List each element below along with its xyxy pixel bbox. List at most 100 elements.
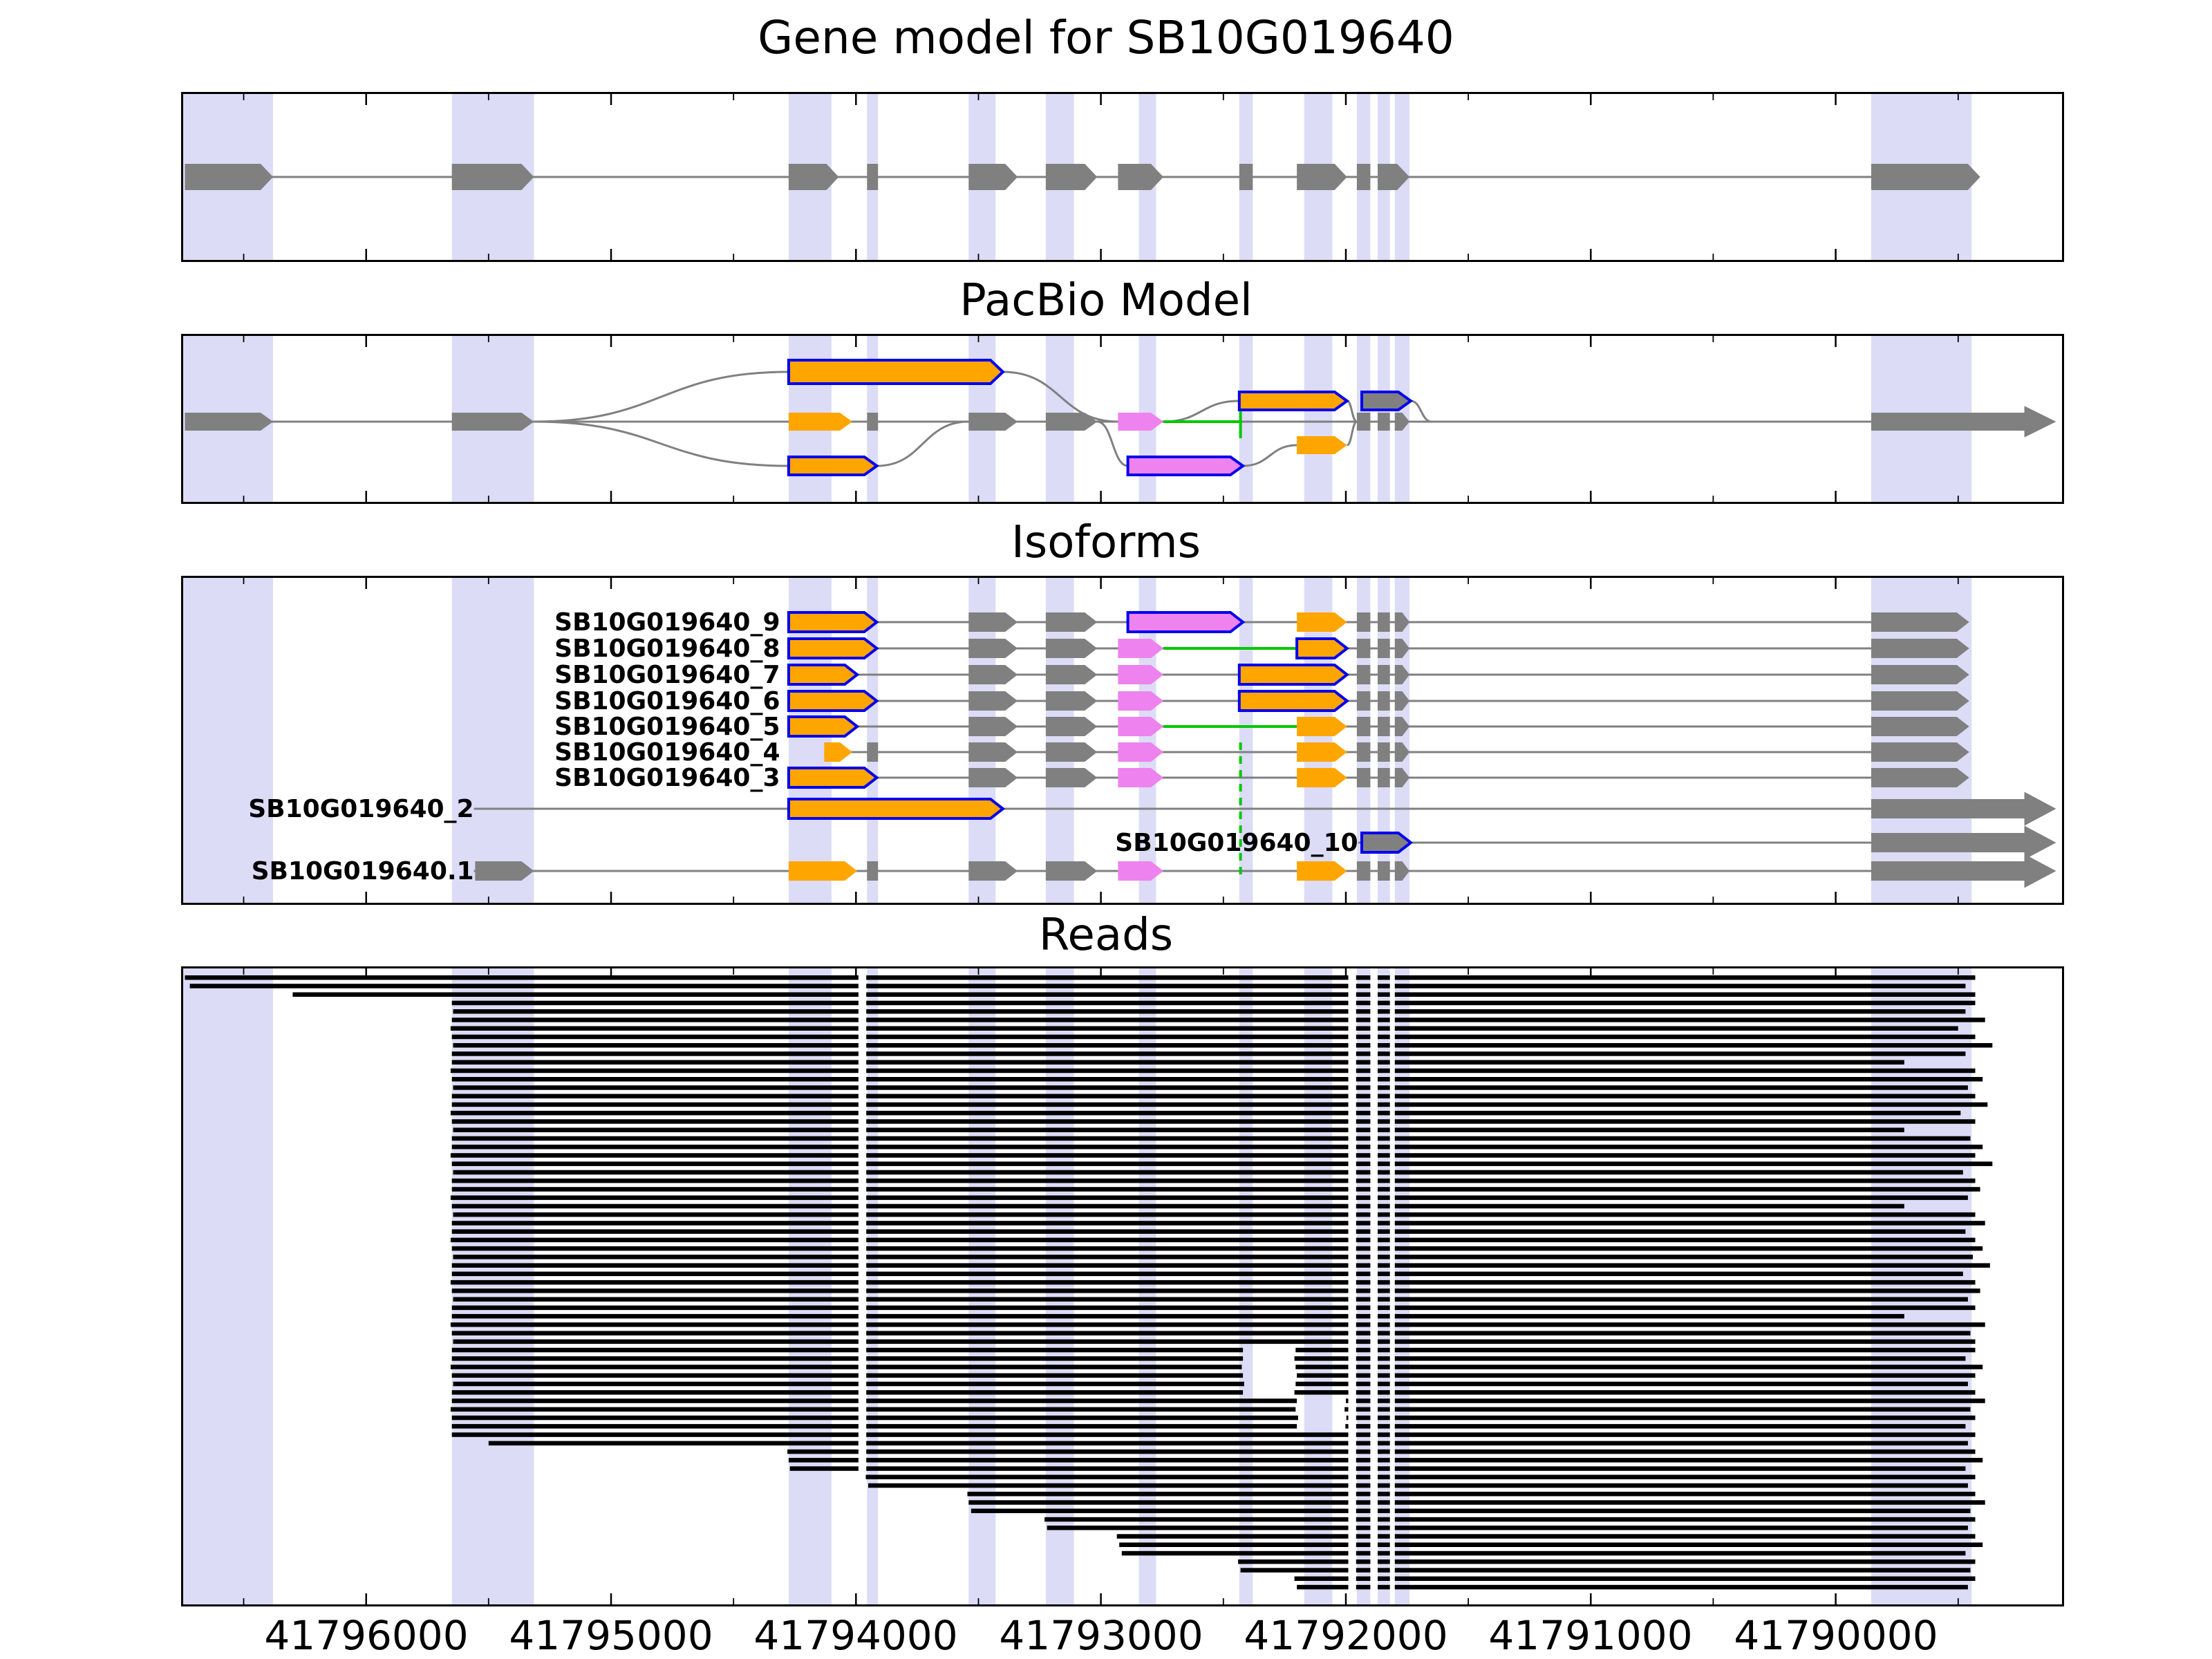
exon-highlight-band — [1356, 578, 1371, 903]
read-line — [453, 1043, 859, 1048]
read-line — [1378, 1085, 1390, 1090]
isoform-label: SB10G019640_2 — [248, 795, 474, 823]
read-line — [866, 1060, 1349, 1065]
exon-highlight-band — [1138, 968, 1156, 1604]
read-line — [866, 1110, 1349, 1116]
read-line — [1356, 1026, 1371, 1031]
exon-block — [1394, 665, 1410, 684]
read-line — [1378, 1483, 1390, 1488]
exon-block — [1045, 639, 1098, 658]
read-line — [450, 1110, 859, 1116]
read-line — [1378, 1568, 1390, 1573]
isoform-label: SB10G019640.1 — [252, 857, 474, 885]
read-line — [1378, 1534, 1390, 1539]
exon-highlight-band — [867, 578, 879, 903]
splice-curve — [534, 371, 789, 423]
read-line — [1394, 1356, 1966, 1361]
read-line — [450, 1365, 859, 1369]
read-line — [1378, 1043, 1390, 1048]
read-line — [1356, 1339, 1371, 1344]
gene-model-title: Gene model for SB10G019640 — [758, 11, 1454, 64]
read-line — [1356, 1094, 1371, 1098]
read-line — [1394, 1102, 1988, 1107]
exon-block — [1394, 639, 1410, 658]
read-line — [1356, 1458, 1371, 1463]
exon-block — [1118, 164, 1163, 190]
read-line — [1394, 992, 1976, 997]
read-line — [1294, 1576, 1349, 1581]
read-line — [1356, 1483, 1371, 1488]
exon-block — [1045, 861, 1098, 881]
read-line — [1047, 1526, 1349, 1530]
exon-block — [1118, 717, 1163, 736]
read-line — [1356, 1153, 1371, 1158]
read-line — [1356, 1305, 1371, 1311]
read-line — [1394, 1305, 1976, 1311]
read-line — [1356, 1517, 1371, 1522]
exon-block — [1297, 768, 1347, 787]
read-line — [866, 1313, 1349, 1319]
exon-block — [1297, 717, 1347, 736]
read-line — [866, 1237, 1349, 1243]
read-line — [1394, 1542, 1983, 1547]
read-line — [868, 1483, 1349, 1488]
read-line — [866, 1068, 1349, 1074]
read-line — [1346, 1398, 1349, 1403]
exon-block — [451, 164, 534, 190]
read-line — [866, 1043, 1349, 1048]
read-line — [451, 1424, 859, 1429]
read-line — [1356, 1288, 1371, 1293]
splice-curve — [1243, 444, 1297, 467]
x-tick-label: 41796000 — [264, 1612, 469, 1659]
read-line — [1356, 1466, 1371, 1471]
exon-block — [1871, 665, 1969, 684]
exon-block — [1118, 691, 1163, 711]
read-line — [1378, 1153, 1390, 1158]
read-line — [1394, 1153, 1976, 1158]
exon-block — [1378, 665, 1390, 684]
x-tick-label: 41794000 — [753, 1612, 958, 1659]
read-line — [1394, 1441, 1968, 1446]
exon-block — [1118, 768, 1163, 787]
exon-block — [1045, 665, 1098, 684]
read-line — [1378, 1381, 1390, 1387]
exon-block — [968, 665, 1018, 684]
read-line — [866, 1212, 1349, 1217]
read-line — [1394, 1187, 1980, 1192]
read-line — [866, 1127, 1349, 1132]
exon-highlight-band — [1045, 578, 1074, 903]
read-line — [1394, 1000, 1976, 1006]
read-line — [866, 1449, 1349, 1454]
read-line — [1356, 1542, 1371, 1547]
read-line — [451, 1060, 859, 1065]
read-line — [1378, 1009, 1390, 1014]
exon-highlight-band — [1239, 578, 1253, 903]
read-line — [1378, 1356, 1390, 1361]
read-line — [1394, 1508, 1971, 1513]
exon-block — [1871, 612, 1969, 632]
read-line — [866, 1407, 1296, 1412]
read-line — [1394, 1170, 1963, 1175]
exon-block — [968, 691, 1018, 711]
exon-block — [867, 742, 879, 762]
read-line — [1356, 1229, 1371, 1234]
read-line — [1295, 1381, 1349, 1387]
read-line — [866, 1000, 1349, 1006]
read-line — [1356, 1221, 1371, 1226]
exon-block — [1871, 768, 1969, 787]
read-line — [1394, 1237, 1976, 1243]
read-line — [1378, 1347, 1390, 1353]
exon-block — [788, 413, 852, 431]
exon-block — [788, 861, 858, 881]
read-line — [1356, 1136, 1371, 1141]
read-line — [1356, 1584, 1371, 1590]
read-line — [451, 1415, 859, 1421]
read-line — [1238, 1559, 1349, 1564]
read-line — [1356, 1161, 1371, 1166]
read-line — [1394, 1339, 1976, 1344]
exon-block — [1356, 717, 1371, 736]
read-line — [1394, 1474, 1976, 1479]
exon-block — [1378, 413, 1390, 431]
read-line — [292, 992, 859, 997]
